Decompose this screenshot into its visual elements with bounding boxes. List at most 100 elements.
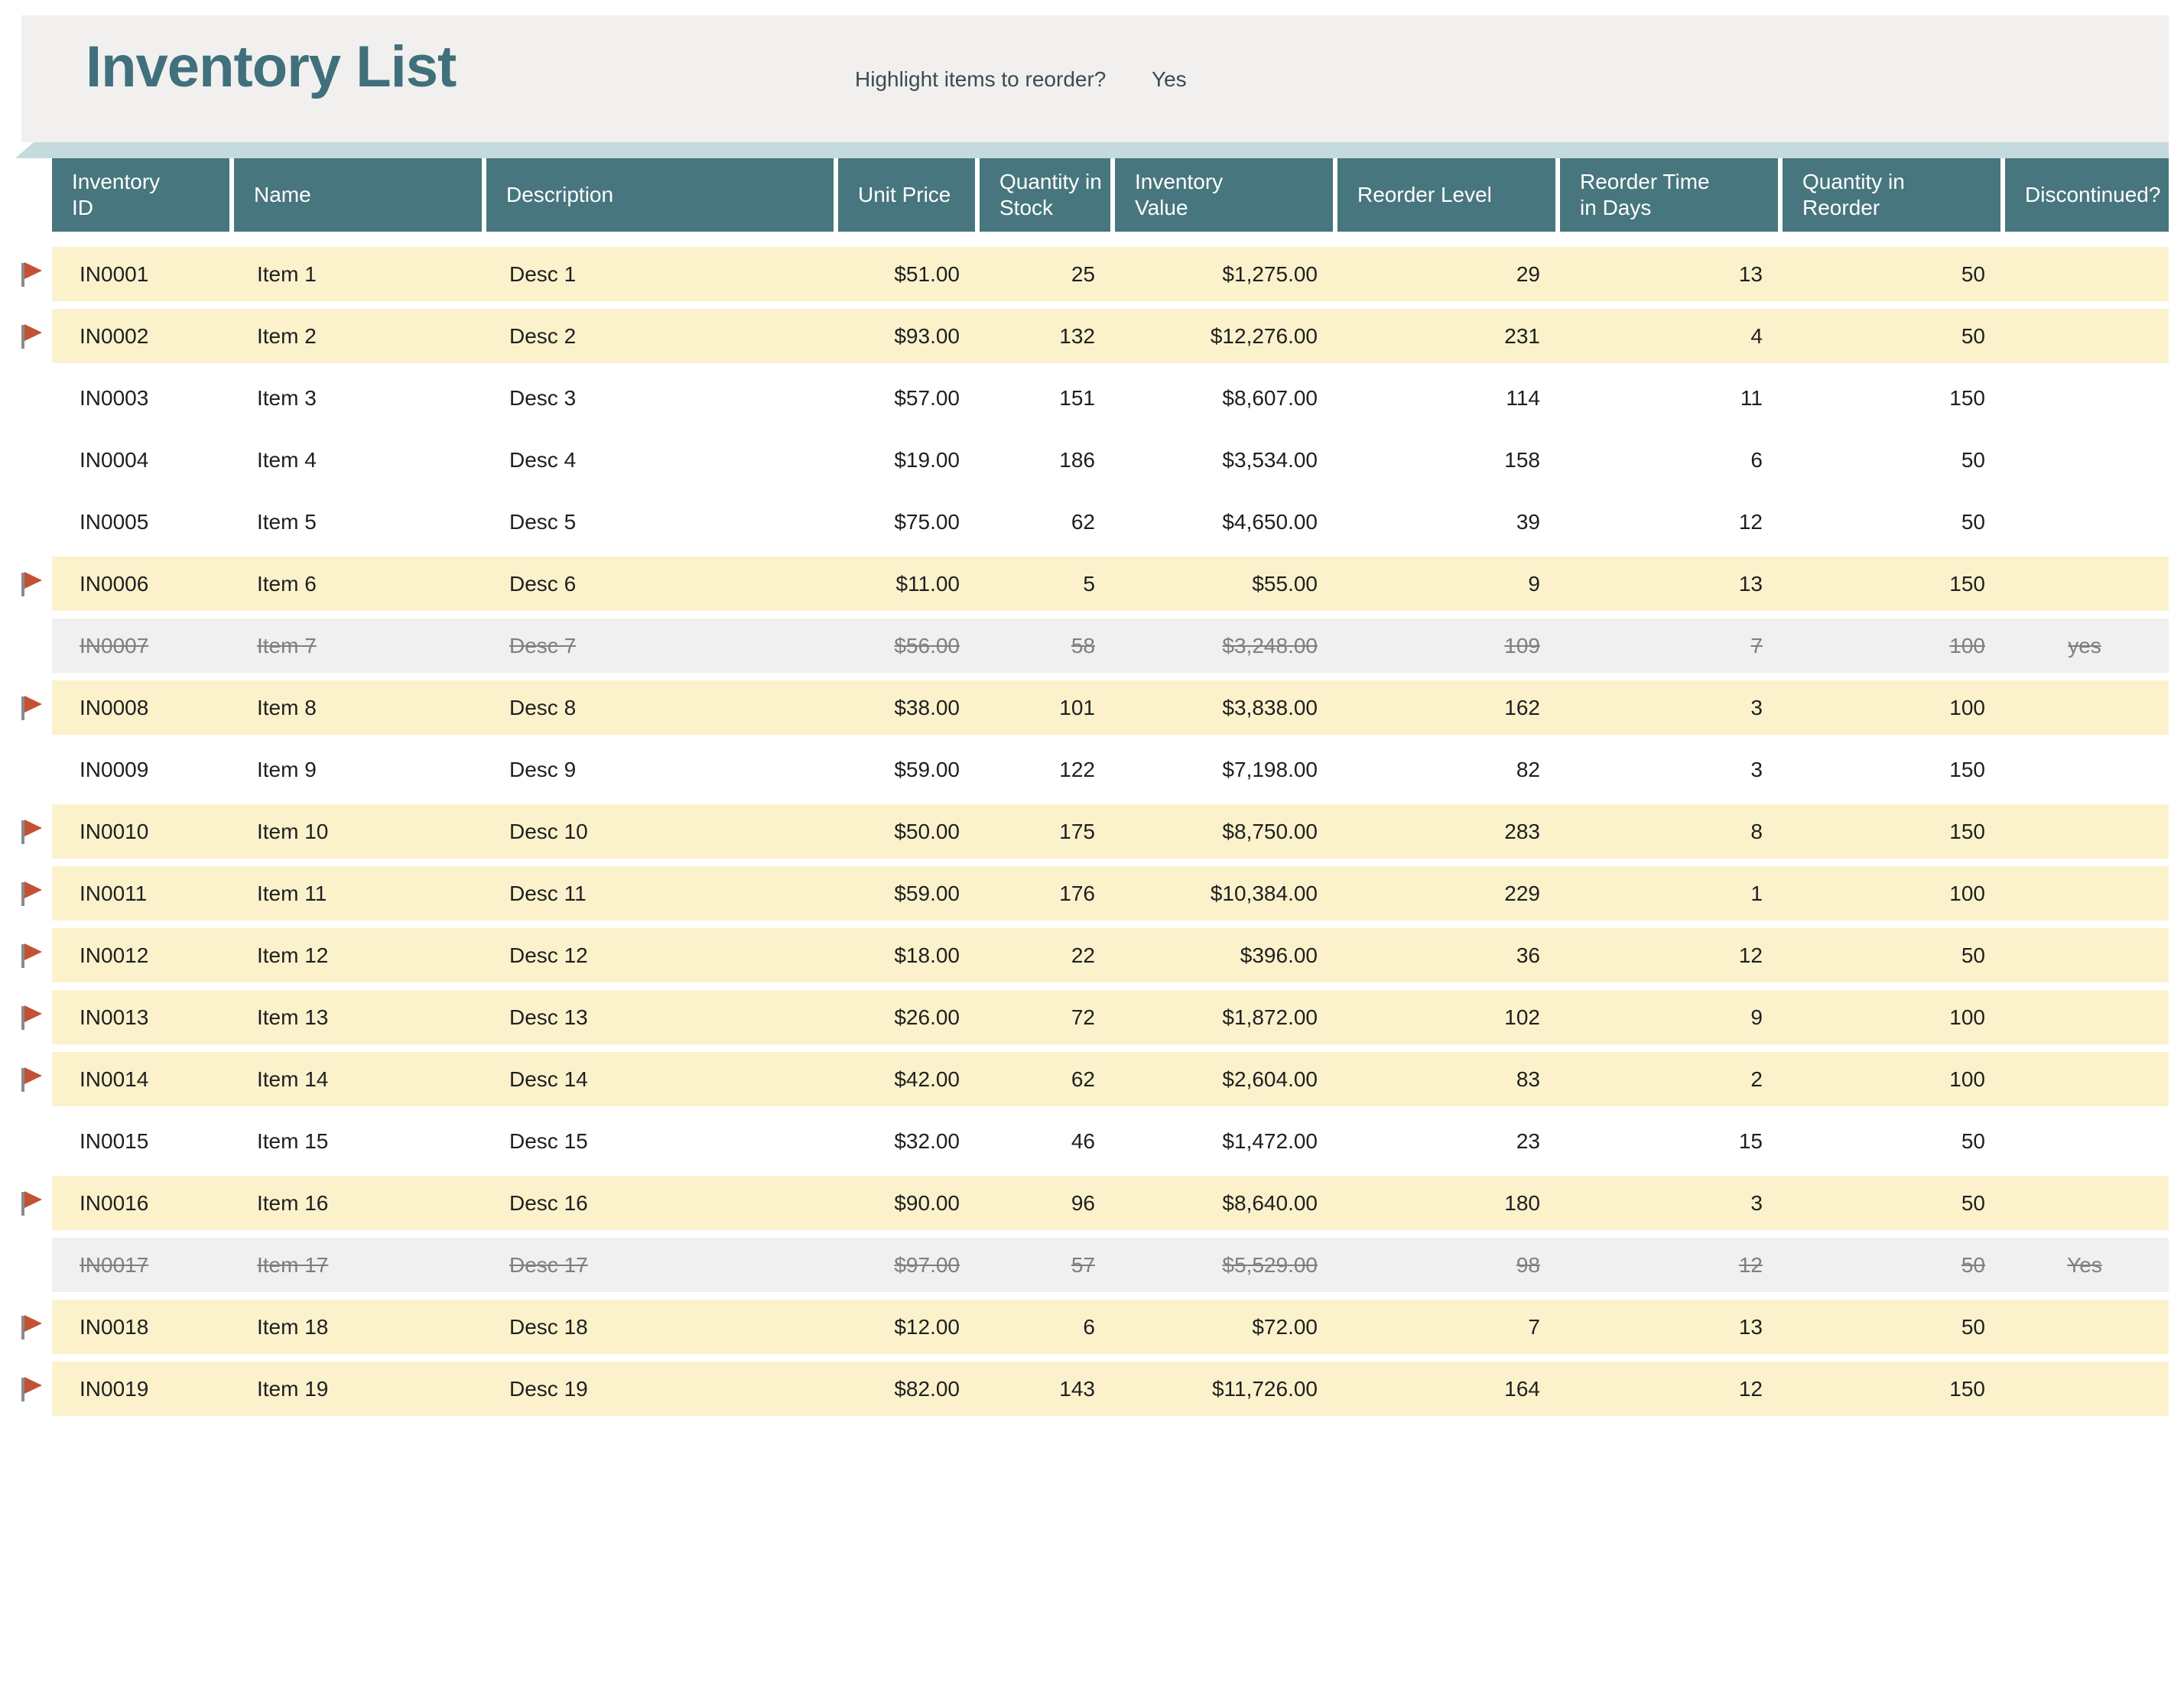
cell-inventory_id[interactable]: IN0018 (80, 1314, 149, 1339)
cell-reorder_time_in_days[interactable]: 13 (1738, 1314, 1763, 1339)
cell-inventory_value[interactable]: $55.00 (1252, 571, 1318, 596)
cell-unit_price[interactable]: $59.00 (894, 757, 960, 781)
cell-name[interactable]: Item 5 (257, 509, 317, 534)
cell-reorder_level[interactable]: 83 (1516, 1067, 1540, 1091)
cell-inventory_id[interactable]: IN0002 (80, 323, 149, 348)
cell-inventory_id[interactable]: IN0007 (80, 633, 149, 658)
column-header-unit_price[interactable]: Unit Price (834, 158, 975, 232)
cell-reorder_time_in_days[interactable]: 3 (1750, 695, 1763, 719)
cell-reorder_time_in_days[interactable]: 13 (1738, 261, 1763, 286)
cell-quantity_in_stock[interactable]: 57 (1071, 1252, 1095, 1277)
cell-discontinued[interactable]: yes (2068, 633, 2101, 658)
cell-description[interactable]: Desc 9 (509, 757, 577, 781)
cell-inventory_value[interactable]: $1,275.00 (1222, 261, 1318, 286)
cell-inventory_value[interactable]: $10,384.00 (1210, 881, 1318, 905)
cell-description[interactable]: Desc 14 (509, 1067, 588, 1091)
cell-quantity_in_reorder[interactable]: 50 (1961, 943, 1985, 967)
cell-inventory_id[interactable]: IN0008 (80, 695, 149, 719)
cell-quantity_in_reorder[interactable]: 50 (1961, 1128, 1985, 1153)
cell-reorder_level[interactable]: 114 (1506, 385, 1540, 410)
cell-name[interactable]: Item 10 (257, 819, 329, 843)
cell-reorder_time_in_days[interactable]: 3 (1750, 757, 1763, 781)
cell-reorder_level[interactable]: 158 (1504, 447, 1540, 472)
cell-name[interactable]: Item 9 (257, 757, 317, 781)
cell-name[interactable]: Item 7 (257, 633, 317, 658)
cell-inventory_id[interactable]: IN0010 (80, 819, 149, 843)
cell-description[interactable]: Desc 17 (509, 1252, 588, 1277)
cell-name[interactable]: Item 4 (257, 447, 317, 472)
cell-unit_price[interactable]: $38.00 (894, 695, 960, 719)
cell-inventory_id[interactable]: IN0005 (80, 509, 149, 534)
cell-quantity_in_reorder[interactable]: 150 (1949, 757, 1985, 781)
cell-inventory_id[interactable]: IN0014 (80, 1067, 149, 1091)
cell-name[interactable]: Item 17 (257, 1252, 329, 1277)
cell-inventory_value[interactable]: $1,472.00 (1222, 1128, 1318, 1153)
cell-quantity_in_reorder[interactable]: 100 (1949, 695, 1985, 719)
cell-reorder_level[interactable]: 7 (1528, 1314, 1540, 1339)
cell-reorder_time_in_days[interactable]: 9 (1750, 1005, 1763, 1029)
cell-quantity_in_stock[interactable]: 122 (1059, 757, 1095, 781)
cell-inventory_value[interactable]: $7,198.00 (1222, 757, 1318, 781)
cell-inventory_value[interactable]: $1,872.00 (1222, 1005, 1318, 1029)
cell-unit_price[interactable]: $50.00 (894, 819, 960, 843)
cell-reorder_time_in_days[interactable]: 3 (1750, 1190, 1763, 1215)
cell-inventory_id[interactable]: IN0004 (80, 447, 149, 472)
cell-reorder_time_in_days[interactable]: 15 (1738, 1128, 1763, 1153)
cell-reorder_level[interactable]: 102 (1504, 1005, 1540, 1029)
cell-inventory_id[interactable]: IN0016 (80, 1190, 149, 1215)
cell-discontinued[interactable]: Yes (2067, 1252, 2102, 1277)
cell-unit_price[interactable]: $82.00 (894, 1376, 960, 1401)
cell-unit_price[interactable]: $19.00 (894, 447, 960, 472)
cell-reorder_time_in_days[interactable]: 1 (1750, 881, 1763, 905)
cell-name[interactable]: Item 15 (257, 1128, 329, 1153)
cell-quantity_in_stock[interactable]: 6 (1083, 1314, 1095, 1339)
cell-quantity_in_stock[interactable]: 101 (1059, 695, 1095, 719)
cell-reorder_level[interactable]: 109 (1504, 633, 1540, 658)
cell-unit_price[interactable]: $11.00 (895, 571, 960, 596)
cell-inventory_value[interactable]: $4,650.00 (1222, 509, 1318, 534)
column-header-reorder_level[interactable]: Reorder Level (1333, 158, 1555, 232)
cell-inventory_id[interactable]: IN0017 (80, 1252, 149, 1277)
cell-quantity_in_reorder[interactable]: 100 (1949, 1005, 1985, 1029)
cell-reorder_time_in_days[interactable]: 13 (1738, 571, 1763, 596)
reorder-question-value[interactable]: Yes (1152, 67, 1187, 91)
cell-quantity_in_reorder[interactable]: 50 (1961, 447, 1985, 472)
cell-reorder_time_in_days[interactable]: 6 (1750, 447, 1763, 472)
cell-inventory_id[interactable]: IN0006 (80, 571, 149, 596)
cell-quantity_in_reorder[interactable]: 100 (1949, 1067, 1985, 1091)
cell-reorder_time_in_days[interactable]: 8 (1750, 819, 1763, 843)
cell-name[interactable]: Item 6 (257, 571, 317, 596)
cell-unit_price[interactable]: $97.00 (894, 1252, 960, 1277)
column-header-name[interactable]: Name (229, 158, 482, 232)
cell-quantity_in_stock[interactable]: 62 (1071, 509, 1095, 534)
cell-quantity_in_reorder[interactable]: 150 (1949, 819, 1985, 843)
cell-description[interactable]: Desc 18 (509, 1314, 588, 1339)
cell-reorder_level[interactable]: 9 (1528, 571, 1540, 596)
cell-reorder_level[interactable]: 36 (1516, 943, 1540, 967)
cell-quantity_in_stock[interactable]: 186 (1059, 447, 1095, 472)
cell-unit_price[interactable]: $51.00 (894, 261, 960, 286)
cell-reorder_level[interactable]: 283 (1504, 819, 1540, 843)
cell-inventory_value[interactable]: $12,276.00 (1210, 323, 1318, 348)
cell-name[interactable]: Item 18 (257, 1314, 329, 1339)
cell-quantity_in_reorder[interactable]: 150 (1949, 571, 1985, 596)
cell-inventory_value[interactable]: $8,640.00 (1222, 1190, 1318, 1215)
cell-unit_price[interactable]: $75.00 (894, 509, 960, 534)
cell-quantity_in_stock[interactable]: 25 (1071, 261, 1095, 286)
cell-quantity_in_reorder[interactable]: 150 (1949, 1376, 1985, 1401)
cell-reorder_time_in_days[interactable]: 2 (1750, 1067, 1763, 1091)
cell-description[interactable]: Desc 15 (509, 1128, 588, 1153)
cell-unit_price[interactable]: $59.00 (894, 881, 960, 905)
cell-name[interactable]: Item 19 (257, 1376, 329, 1401)
cell-quantity_in_reorder[interactable]: 100 (1949, 633, 1985, 658)
cell-quantity_in_stock[interactable]: 143 (1059, 1376, 1095, 1401)
cell-unit_price[interactable]: $42.00 (894, 1067, 960, 1091)
cell-description[interactable]: Desc 16 (509, 1190, 588, 1215)
cell-description[interactable]: Desc 10 (509, 819, 588, 843)
cell-description[interactable]: Desc 11 (509, 881, 587, 905)
cell-name[interactable]: Item 8 (257, 695, 317, 719)
cell-description[interactable]: Desc 8 (509, 695, 577, 719)
cell-name[interactable]: Item 16 (257, 1190, 329, 1215)
cell-inventory_id[interactable]: IN0011 (80, 881, 148, 905)
cell-inventory_id[interactable]: IN0001 (80, 261, 149, 286)
